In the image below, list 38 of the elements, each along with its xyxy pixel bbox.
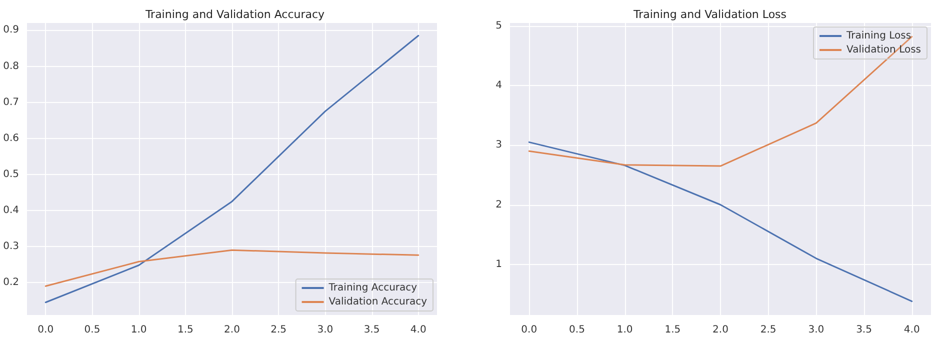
x-tick-label: 1.0 <box>130 324 147 336</box>
x-tick-label: 3.0 <box>317 324 334 336</box>
y-tick-label: 0.9 <box>3 24 19 36</box>
x-tick-label: 1.5 <box>664 324 681 336</box>
legend-label: Training Accuracy <box>328 282 418 294</box>
y-tick-label: 5 <box>496 20 502 32</box>
y-tick-label: 0.2 <box>3 277 19 288</box>
x-tick-label: 0.5 <box>569 324 585 336</box>
y-tick-label: 0.3 <box>3 241 19 252</box>
x-tick-label: 0.0 <box>521 324 538 336</box>
x-tick-label: 3.5 <box>364 324 380 336</box>
x-tick-label: 4.0 <box>904 324 920 336</box>
x-tick-label: 4.0 <box>410 324 426 336</box>
y-tick-label: 0.5 <box>3 168 19 180</box>
y-tick-label: 4 <box>496 80 502 92</box>
y-tick-label: 0.6 <box>3 132 19 144</box>
chart-title: Training and Validation Accuracy <box>144 8 326 21</box>
y-tick-label: 2 <box>496 199 502 210</box>
y-tick-label: 3 <box>496 140 502 151</box>
x-tick-label: 1.5 <box>177 324 194 336</box>
y-tick-label: 0.4 <box>3 204 19 216</box>
x-tick-label: 3.5 <box>856 324 872 336</box>
legend-label: Validation Accuracy <box>328 296 428 308</box>
x-tick-label: 2.5 <box>760 324 776 336</box>
x-tick-label: 1.0 <box>616 324 633 336</box>
x-tick-label: 0.5 <box>84 324 100 336</box>
y-tick-label: 0.7 <box>3 96 19 108</box>
line-series <box>528 141 913 302</box>
x-tick-label: 2.0 <box>224 324 240 336</box>
chart-title: Training and Validation Loss <box>632 8 787 21</box>
legend-label: Validation Loss <box>846 44 922 56</box>
x-tick-label: 0.0 <box>38 324 54 336</box>
y-tick-label: 0.8 <box>3 60 19 72</box>
y-tick-label: 1 <box>496 258 502 270</box>
x-tick-label: 2.0 <box>712 324 728 336</box>
x-tick-label: 3.0 <box>808 324 824 336</box>
legend-label: Training Loss <box>846 30 912 42</box>
x-tick-label: 2.5 <box>270 324 287 336</box>
